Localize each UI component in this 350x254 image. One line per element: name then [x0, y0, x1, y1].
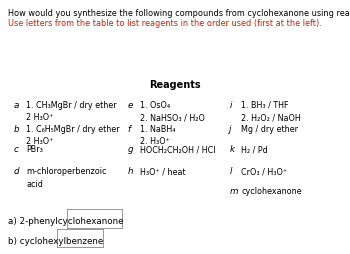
Text: g: g	[128, 145, 133, 154]
Text: Reagents: Reagents	[149, 80, 201, 90]
Text: Mg / dry ether: Mg / dry ether	[241, 124, 299, 133]
Text: 1. C₆H₅MgBr / dry ether
2 H₃O⁺: 1. C₆H₅MgBr / dry ether 2 H₃O⁺	[26, 124, 120, 146]
Text: m-chloroperbenzoic
acid: m-chloroperbenzoic acid	[26, 166, 107, 188]
Text: m: m	[229, 187, 238, 196]
Text: h: h	[128, 166, 133, 175]
Text: 1. BH₃ / THF
2. H₂O₂ / NaOH: 1. BH₃ / THF 2. H₂O₂ / NaOH	[241, 100, 301, 122]
Text: e: e	[128, 100, 133, 109]
Text: 1. OsO₄
2. NaHSO₃ / H₂O: 1. OsO₄ 2. NaHSO₃ / H₂O	[140, 100, 205, 122]
Text: b) cyclohexylbenzene: b) cyclohexylbenzene	[8, 236, 103, 245]
Text: i: i	[229, 100, 232, 109]
Text: d: d	[13, 166, 19, 175]
Text: H₂ / Pd: H₂ / Pd	[241, 145, 268, 154]
Text: PBr₃: PBr₃	[26, 145, 43, 154]
Text: CrO₃ / H₃O⁺: CrO₃ / H₃O⁺	[241, 166, 288, 175]
Text: b: b	[13, 124, 19, 133]
Text: a: a	[13, 100, 19, 109]
Text: f: f	[128, 124, 131, 133]
Text: How would you synthesize the following compounds from cyclohexanone using reagen: How would you synthesize the following c…	[8, 9, 350, 18]
Text: H₃O⁺ / heat: H₃O⁺ / heat	[140, 166, 186, 175]
Text: 1. CH₃MgBr / dry ether
2 H₃O⁺: 1. CH₃MgBr / dry ether 2 H₃O⁺	[26, 100, 117, 122]
Text: HOCH₂CH₂OH / HCl: HOCH₂CH₂OH / HCl	[140, 145, 216, 154]
Text: 1. NaBH₄
2. H₃O⁺: 1. NaBH₄ 2. H₃O⁺	[140, 124, 175, 146]
Text: j: j	[229, 124, 232, 133]
Text: Use letters from the table to list reagents in the order used (first at the left: Use letters from the table to list reage…	[8, 19, 321, 28]
Text: c: c	[13, 145, 18, 154]
Text: l: l	[229, 166, 232, 175]
Text: k: k	[229, 145, 234, 154]
Text: cyclohexanone: cyclohexanone	[241, 187, 302, 196]
Text: a) 2-phenylcyclohexanone: a) 2-phenylcyclohexanone	[8, 216, 123, 225]
